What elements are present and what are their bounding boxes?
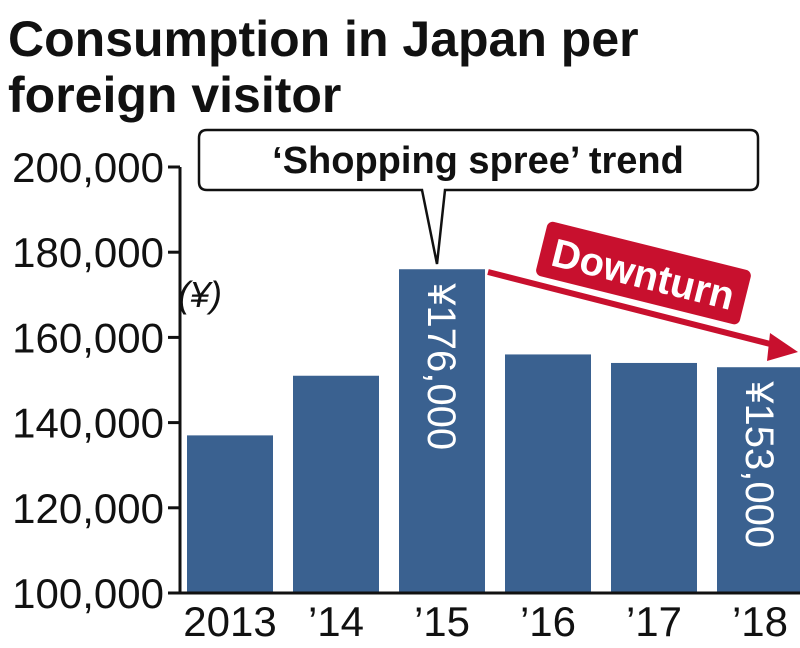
chart-title-line-2: foreign visitor (8, 67, 341, 123)
y-tick-label: 140,000 (12, 400, 164, 447)
bar-value-label-group: ¥153,000 (737, 380, 781, 548)
y-tick-label: 120,000 (12, 485, 164, 532)
x-category-label: ’18 (732, 598, 788, 645)
x-category-label: ’14 (308, 598, 364, 645)
downturn-label-box (536, 221, 751, 325)
y-axis-unit-label: (¥) (178, 274, 222, 315)
bar-17 (611, 362, 697, 593)
y-axis-ticks: 100,000 120,000 140,000 160,000 180,000 200,0… (12, 144, 180, 617)
bar-value-label: ¥153,000 (737, 380, 781, 548)
y-tick-label: 180,000 (12, 229, 164, 276)
bar-value-label: ¥176,000 (419, 282, 463, 450)
callout-text: ‘Shopping spree’ trend (272, 140, 684, 182)
x-axis-labels: 2013 ’14 ’15 ’16 ’17 ’18 (183, 598, 788, 645)
bar-2013 (187, 435, 273, 593)
bar-value-label-group: ¥176,000 (419, 282, 463, 450)
bar-16 (505, 354, 591, 593)
y-tick-label: 160,000 (12, 314, 164, 361)
downturn-trend: Downturn (487, 221, 798, 361)
y-tick-label: 100,000 (12, 570, 164, 617)
x-category-label: ’17 (626, 598, 682, 645)
axes (178, 167, 800, 595)
bars: ¥176,000 ¥153,000 (187, 269, 800, 593)
x-category-label: ’16 (520, 598, 576, 645)
callout-box (197, 128, 760, 265)
downturn-arrow-line (487, 269, 787, 351)
y-tick-label: 200,000 (12, 144, 164, 191)
shopping-spree-callout: ‘Shopping spree’ trend (197, 128, 760, 265)
bar-14 (293, 375, 379, 593)
downturn-arrowhead (767, 333, 798, 361)
x-category-label: ’15 (414, 598, 470, 645)
chart-title-line-1: Consumption in Japan per (8, 11, 639, 67)
x-category-label: 2013 (183, 598, 276, 645)
bar-18 (717, 367, 800, 593)
chart-title: Consumption in Japan per foreign visitor (8, 11, 639, 123)
bar-15 (399, 269, 485, 593)
